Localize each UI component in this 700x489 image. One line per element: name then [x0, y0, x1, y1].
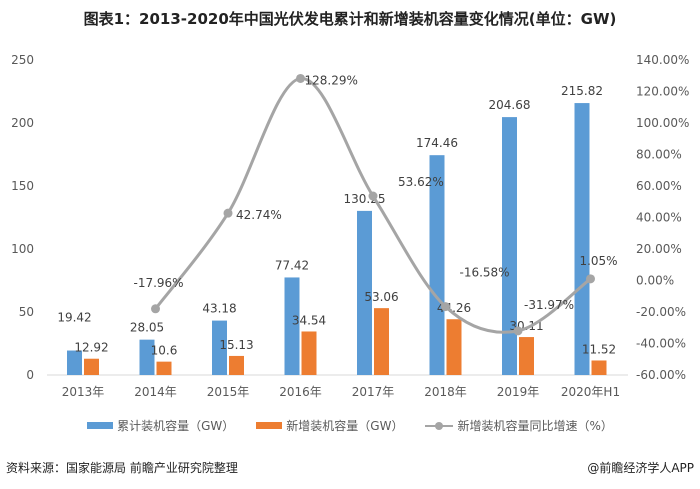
source-note: 资料来源：国家能源局 前瞻产业研究院整理	[6, 461, 238, 475]
y-tick-label: 100	[11, 242, 34, 256]
data-label-cumulative: 215.82	[561, 84, 603, 98]
growth-point	[441, 302, 450, 312]
y-tick-label: 50	[19, 305, 34, 319]
growth-point	[296, 73, 305, 83]
x-tick-label: 2018年	[424, 385, 467, 399]
data-label-cumulative: 28.05	[130, 321, 164, 335]
data-label-growth: 42.74%	[236, 208, 282, 222]
y2-tick-label: 100.00%	[636, 116, 689, 130]
data-label-new: 15.13	[219, 338, 253, 352]
data-label-growth: -16.58%	[460, 266, 510, 280]
data-label-cumulative: 43.18	[202, 302, 236, 316]
brand-note: @前瞻经济学人APP	[587, 461, 694, 475]
y2-tick-label: -40.00%	[636, 337, 686, 351]
growth-point	[151, 304, 160, 314]
y-tick-label: 250	[11, 53, 34, 67]
bar-new	[156, 361, 172, 375]
bar-cumulative	[502, 117, 517, 375]
legend: 累计装机容量（GW） 新增装机容量（GW） 新增装机容量同比增速（%）	[0, 417, 700, 434]
y2-tick-label: 80.00%	[636, 148, 682, 162]
data-label-growth: 1.05%	[579, 254, 617, 268]
data-label-cumulative: 19.42	[57, 311, 91, 325]
data-label-new: 11.52	[582, 342, 616, 356]
bar-cumulative	[429, 155, 445, 375]
data-label-growth: 128.29%	[305, 73, 358, 87]
legend-label: 累计装机容量（GW）	[117, 419, 235, 433]
x-tick-label: 2020年H1	[561, 385, 620, 399]
y2-tick-label: -60.00%	[636, 368, 686, 382]
x-tick-label: 2016年	[279, 385, 322, 399]
x-tick-label: 2017年	[352, 385, 395, 399]
legend-item-cumulative: 累计装机容量（GW）	[87, 417, 234, 434]
legend-swatch-blue	[87, 422, 114, 429]
y2-tick-label: 0.00%	[636, 274, 674, 288]
data-label-new: 12.92	[74, 341, 108, 355]
legend-label: 新增装机容量同比增速（%）	[457, 419, 613, 433]
x-tick-label: 2013年	[62, 385, 105, 399]
bar-new	[301, 331, 317, 375]
y-tick-label: 200	[11, 116, 34, 130]
y2-tick-label: 120.00%	[636, 85, 689, 99]
bar-cumulative	[67, 350, 82, 375]
y2-tick-label: 60.00%	[636, 179, 682, 193]
y2-tick-label: 20.00%	[636, 242, 682, 256]
x-tick-label: 2019年	[497, 385, 540, 399]
data-label-growth: -17.96%	[134, 276, 184, 290]
data-label-new: 53.06	[364, 290, 398, 304]
data-label-new: 34.54	[292, 313, 326, 327]
data-label-cumulative: 77.42	[275, 258, 309, 272]
x-tick-label: 2015年	[207, 385, 250, 399]
legend-label: 新增装机容量（GW）	[286, 419, 404, 433]
bar-cumulative	[357, 210, 372, 375]
data-label-new: 10.6	[151, 344, 178, 358]
bar-new	[446, 319, 462, 375]
growth-point	[586, 274, 595, 284]
legend-swatch-orange	[256, 422, 283, 429]
legend-line-marker	[425, 421, 454, 430]
chart-title: 图表1：2013-2020年中国光伏发电累计和新增装机容量变化情况(单位：GW)	[83, 10, 617, 28]
bar-new	[519, 337, 534, 375]
y2-tick-label: 140.00%	[636, 53, 689, 67]
legend-item-new: 新增装机容量（GW）	[256, 417, 403, 434]
bar-new	[84, 358, 99, 375]
y2-tick-label: -20.00%	[636, 305, 686, 319]
data-label-growth: 53.62%	[398, 175, 444, 189]
growth-point	[223, 208, 233, 218]
x-tick-label: 2014年	[134, 385, 177, 399]
data-label-cumulative: 174.46	[416, 136, 458, 150]
data-label-cumulative: 204.68	[489, 98, 531, 112]
bar-new	[591, 360, 607, 375]
bar-cumulative	[139, 339, 155, 375]
data-label-growth: -31.97%	[524, 298, 574, 312]
legend-item-growth: 新增装机容量同比增速（%）	[425, 417, 613, 434]
bar-cumulative	[284, 277, 300, 375]
growth-point	[368, 191, 378, 201]
y-tick-label: 0	[26, 368, 34, 382]
growth-point	[513, 326, 523, 336]
bar-cumulative	[574, 103, 590, 375]
bar-new	[374, 308, 389, 375]
y-tick-label: 150	[11, 179, 34, 193]
bar-new	[229, 355, 244, 375]
y2-tick-label: 40.00%	[636, 211, 682, 225]
bar-cumulative	[212, 320, 227, 375]
